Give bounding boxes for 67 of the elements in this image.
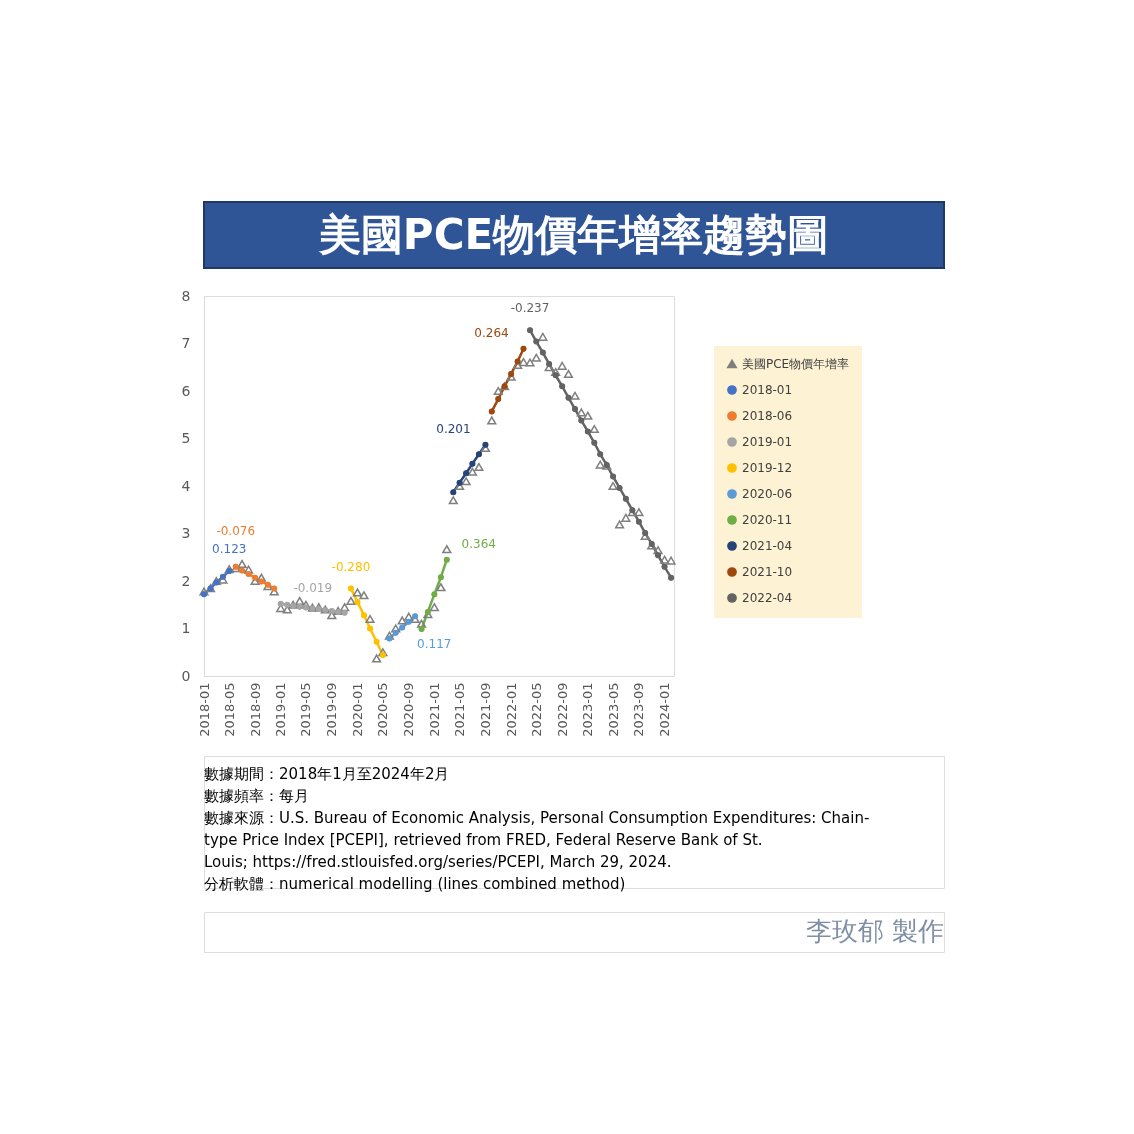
x-tick-label: 2021-09 — [477, 682, 493, 737]
legend-label: 2021-10 — [742, 565, 793, 579]
point — [296, 603, 303, 610]
point — [482, 441, 489, 448]
point — [201, 591, 207, 598]
annotation: -0.076 — [216, 523, 256, 538]
legend-label: 美國PCE物價年增率 — [742, 357, 850, 371]
x-tick-label: 2022-09 — [554, 682, 570, 737]
x-tick-label: 2020-05 — [375, 682, 391, 737]
point — [565, 394, 572, 401]
y-tick-label: 6 — [181, 382, 191, 399]
annotation: 0.264 — [474, 325, 509, 340]
annotation: 0.123 — [212, 542, 247, 557]
y-tick-label: 3 — [181, 525, 191, 541]
annotation: -0.237 — [510, 301, 550, 316]
x-tick-label: 2023-01 — [580, 682, 596, 737]
x-tick-label: 2020-01 — [349, 682, 365, 737]
x-tick-label: 2020-09 — [401, 682, 417, 737]
y-tick-label: 8 — [181, 287, 191, 304]
x-tick-label: 2021-01 — [426, 682, 442, 737]
x-tick-label: 2018-05 — [221, 682, 237, 737]
point — [469, 460, 476, 467]
chart-title: 美國PCE物價年增率趨勢圖 — [317, 210, 830, 259]
legend-label: 2019-01 — [742, 435, 793, 449]
text: 數據期間：2018年1月至2024年2月 — [204, 765, 450, 783]
text: 分析軟體：numerical modelling (lines combined method) — [204, 875, 626, 893]
y-tick-label: 1 — [181, 620, 191, 636]
y-tick-label: 2 — [181, 572, 191, 589]
point — [418, 625, 425, 632]
point — [514, 358, 521, 365]
point — [578, 417, 585, 424]
annotation: -0.019 — [293, 580, 333, 595]
point — [258, 578, 265, 585]
x-tick-label: 2019-05 — [298, 682, 314, 737]
annotation: 0.364 — [461, 536, 496, 551]
y-tick-label: 7 — [181, 335, 191, 351]
legend-label: 2020-06 — [742, 487, 793, 501]
x-tick-label: 2023-09 — [631, 682, 647, 737]
x-tick-label: 2018-01 — [196, 682, 212, 737]
point — [431, 591, 438, 598]
point — [533, 338, 540, 345]
x-tick-label: 2021-05 — [452, 682, 468, 737]
y-tick-label: 0 — [181, 667, 191, 684]
point — [386, 635, 393, 642]
text: 數據頻率：每月 — [204, 787, 309, 805]
annotation: 0.201 — [436, 421, 471, 436]
point — [456, 479, 463, 486]
x-tick-label: 2022-05 — [528, 682, 544, 737]
text: 李玫郁 製作 — [805, 916, 944, 946]
legend-label: 2020-11 — [742, 513, 793, 527]
y-tick-label: 5 — [181, 430, 191, 446]
text: 數據來源：U.S. Bureau of Economic Analysis, Personal Consumption Expenditures: Chain-type Price Index [PCEPI], retrieved from FRED, Federal Reserve Bank of St. Louis; https://fred.stlouisfed.org/series/PCEPI, March 29, 2024. — [204, 809, 870, 871]
annotation: 0.117 — [417, 636, 452, 651]
legend-label: 2018-01 — [742, 383, 793, 397]
y-tick-label: 4 — [181, 477, 191, 494]
legend-label: 2019-12 — [742, 461, 793, 475]
point — [552, 372, 559, 379]
x-tick-label: 2018-09 — [247, 682, 263, 737]
x-tick-label: 2023-05 — [605, 682, 621, 737]
x-tick-label: 2019-01 — [273, 682, 289, 737]
annotation: -0.280 — [331, 559, 371, 574]
x-tick-label: 2022-01 — [503, 682, 519, 737]
x-tick-label: 2024-01 — [657, 682, 673, 737]
legend-label: 2018-06 — [742, 409, 793, 423]
legend-label: 2021-04 — [742, 539, 793, 553]
legend-label: 2022-04 — [742, 591, 793, 605]
x-tick-label: 2019-09 — [324, 682, 340, 737]
